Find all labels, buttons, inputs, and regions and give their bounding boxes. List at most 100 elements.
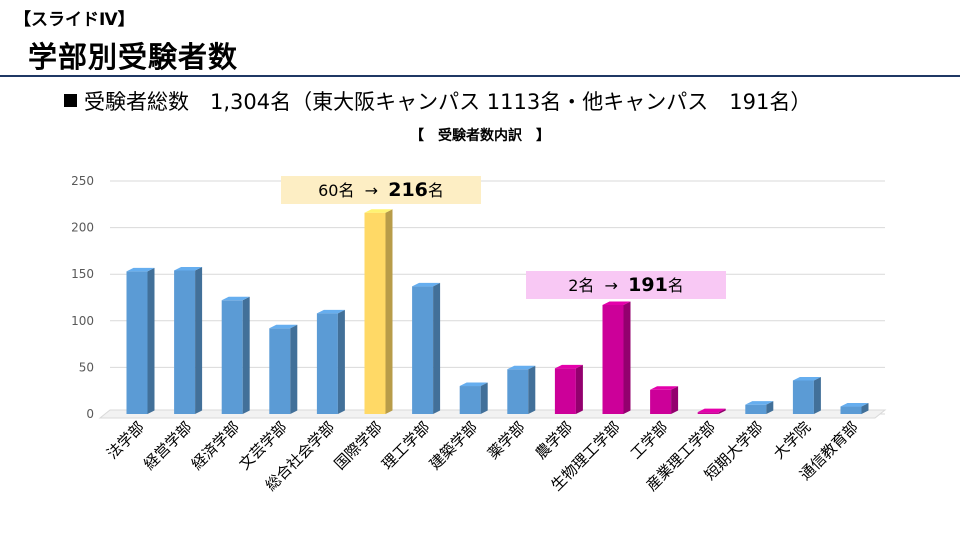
- bar: [602, 301, 631, 414]
- bar-side: [861, 403, 869, 414]
- x-tick-label: 建築学部: [426, 418, 481, 473]
- chart-title: 【 受験者数内訳 】: [410, 128, 550, 144]
- bar-side: [623, 301, 631, 414]
- bar-front: [221, 300, 243, 414]
- bar: [364, 209, 393, 414]
- x-tick-label: 経済学部: [188, 418, 243, 473]
- bar-top: [554, 364, 583, 369]
- bar-side: [480, 382, 488, 414]
- bar-top: [126, 267, 155, 272]
- bar-front: [174, 270, 196, 414]
- y-tick-label: 150: [71, 267, 94, 281]
- bar: [697, 408, 726, 414]
- x-tick-label: 法学部: [103, 418, 148, 463]
- bar-top: [412, 282, 441, 287]
- bar: [316, 309, 345, 414]
- y-tick-label: 0: [86, 407, 94, 421]
- x-tick-label: 経営学部: [140, 418, 195, 473]
- x-tick-label: 大学院: [770, 418, 815, 463]
- chart-bars: [126, 209, 869, 414]
- bar-front: [554, 368, 576, 414]
- bar: [174, 266, 203, 414]
- y-tick-label: 250: [71, 174, 94, 188]
- bar-top: [364, 209, 393, 213]
- callout-from: 2名: [568, 276, 595, 295]
- bar-top: [602, 301, 631, 305]
- bar-top: [507, 365, 536, 370]
- square-bullet-icon: [64, 94, 77, 107]
- bar-side: [385, 209, 393, 414]
- bar: [792, 376, 821, 414]
- bar-side: [433, 282, 441, 414]
- y-tick-label: 100: [71, 314, 94, 328]
- bar-top: [459, 382, 488, 387]
- bar-side: [766, 401, 774, 414]
- callout-other-campus: 2名 → 191名: [526, 271, 726, 299]
- bar-top: [269, 324, 298, 329]
- arrow-right-icon: →: [364, 181, 379, 200]
- bar: [221, 296, 250, 414]
- bar-side: [528, 365, 536, 414]
- bar-side: [337, 309, 345, 414]
- bar-side: [290, 324, 298, 414]
- bar-front: [602, 304, 624, 414]
- bar-front: [269, 328, 291, 414]
- callout-to: 216: [388, 179, 428, 201]
- bar-front: [459, 386, 481, 414]
- bar: [269, 324, 298, 414]
- y-tick-label: 200: [71, 221, 94, 235]
- title-rule: [0, 75, 960, 77]
- bar-front: [126, 271, 148, 414]
- callout-kokusai: 60名 → 216名: [281, 176, 481, 204]
- bar-front: [792, 380, 814, 414]
- chart-grid: [98, 180, 887, 419]
- bar-side: [195, 266, 203, 414]
- bar: [745, 401, 774, 414]
- callout-unit: 名: [667, 276, 684, 295]
- callout-from: 60名: [318, 181, 355, 200]
- summary-text: 受験者総数 1,304名（東大阪キャンパス 1113名・他キャンパス 191名）: [84, 90, 812, 114]
- summary-line: 受験者総数 1,304名（東大阪キャンパス 1113名・他キャンパス 191名）: [64, 86, 811, 116]
- x-tick-label: 薬学部: [484, 418, 529, 463]
- bar-front: [745, 404, 767, 414]
- bar: [507, 365, 536, 414]
- bar-side: [813, 376, 821, 414]
- callout-to: 191: [628, 274, 668, 296]
- bar-side: [718, 408, 726, 414]
- x-tick-label: 農学部: [532, 418, 577, 463]
- bar: [412, 282, 441, 414]
- arrow-right-icon: →: [604, 276, 618, 295]
- bar-side: [242, 296, 250, 414]
- callout-unit: 名: [427, 181, 444, 200]
- slide-tag: 【スライドⅣ】: [14, 10, 135, 30]
- bar-front: [840, 406, 862, 414]
- y-axis: 0 50 100 150 200 250: [71, 174, 94, 421]
- bar: [126, 267, 155, 414]
- y-tick-label: 50: [79, 360, 94, 374]
- bar-top: [316, 309, 345, 314]
- bar-front: [412, 286, 434, 414]
- bar-front: [507, 369, 529, 414]
- bar-top: [792, 376, 821, 381]
- bar-top: [650, 386, 679, 390]
- bar-top: [840, 403, 869, 407]
- bar: [840, 403, 869, 414]
- x-tick-label: 国際学部: [331, 418, 386, 473]
- bar: [650, 386, 679, 414]
- bar-side: [575, 364, 583, 414]
- bar-top: [221, 296, 250, 301]
- bar-top: [745, 401, 774, 405]
- bar: [554, 364, 583, 414]
- bar-front: [316, 313, 338, 414]
- bar-top: [697, 408, 726, 413]
- x-tick-label: 工学部: [627, 418, 672, 463]
- slide-title: 学部別受験者数: [28, 40, 239, 74]
- chart-floor: [98, 409, 887, 419]
- bar-front: [364, 212, 386, 414]
- bar-side: [671, 386, 679, 414]
- x-tick-label: 理工学部: [378, 418, 433, 473]
- bar-side: [147, 267, 155, 414]
- bar-front: [697, 412, 719, 414]
